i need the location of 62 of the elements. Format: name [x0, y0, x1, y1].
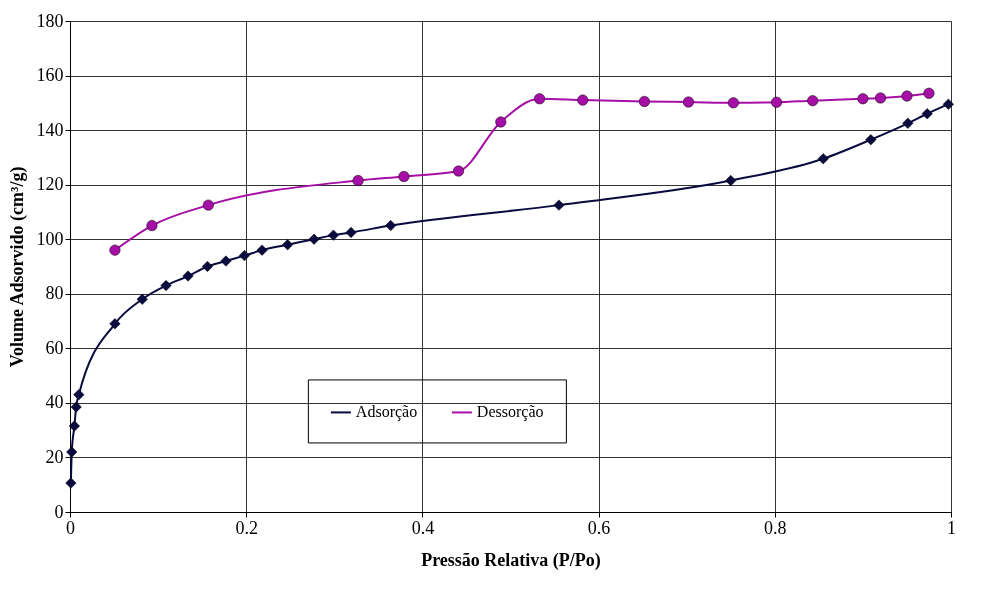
- point: [807, 95, 819, 107]
- point: [238, 250, 250, 262]
- point: [66, 446, 78, 458]
- point: [682, 96, 694, 108]
- point: [725, 175, 737, 187]
- point: [942, 98, 954, 110]
- point: [327, 229, 339, 241]
- x-tick-label: 1: [947, 517, 956, 538]
- point: [638, 95, 650, 107]
- y-tick-label: 120: [36, 174, 64, 195]
- x-tick-label: 0.2: [235, 517, 258, 538]
- y-axis-title: Volume Adsorvido (cm³/g): [6, 166, 28, 368]
- point: [923, 87, 935, 99]
- point: [65, 477, 77, 489]
- point: [308, 233, 320, 245]
- point: [453, 165, 465, 177]
- point: [160, 280, 172, 292]
- point: [68, 420, 80, 432]
- y-tick-label: 40: [45, 392, 64, 413]
- point: [865, 134, 877, 146]
- y-tick-label: 80: [45, 283, 64, 304]
- point: [136, 293, 148, 305]
- point: [727, 97, 739, 109]
- point: [577, 94, 589, 106]
- point: [109, 244, 121, 256]
- point: [875, 92, 887, 104]
- y-tick-label: 100: [36, 228, 64, 249]
- point: [495, 116, 507, 128]
- y-tick-label: 60: [45, 337, 64, 358]
- point: [282, 239, 294, 251]
- point: [817, 153, 829, 165]
- legend-label: Dessorção: [476, 403, 544, 422]
- point: [220, 255, 232, 267]
- legend-label: Adsorção: [355, 403, 418, 422]
- point: [182, 270, 194, 282]
- y-tick-label: 180: [36, 10, 64, 31]
- point: [109, 318, 121, 330]
- point: [398, 171, 410, 182]
- x-tick-label: 0.4: [411, 517, 435, 538]
- point: [201, 261, 213, 272]
- point: [70, 401, 82, 413]
- point: [256, 244, 268, 256]
- x-axis-title: Pressão Relativa (P/Po): [421, 549, 601, 571]
- x-tick-label: 0.8: [764, 517, 787, 538]
- point: [73, 389, 85, 401]
- y-tick-label: 160: [36, 65, 64, 86]
- point: [553, 199, 565, 211]
- x-tick-label: 0.6: [587, 517, 611, 538]
- y-tick-label: 140: [36, 119, 64, 140]
- y-tick-label: 0: [54, 501, 64, 522]
- point: [902, 117, 914, 129]
- point: [146, 220, 158, 232]
- point: [857, 93, 869, 105]
- y-tick-label: 20: [45, 446, 64, 467]
- point: [534, 93, 546, 105]
- point: [921, 108, 933, 120]
- point: [202, 199, 214, 211]
- point: [901, 90, 913, 102]
- point: [352, 175, 364, 187]
- point: [771, 96, 783, 108]
- point: [345, 226, 357, 238]
- point: [385, 220, 397, 232]
